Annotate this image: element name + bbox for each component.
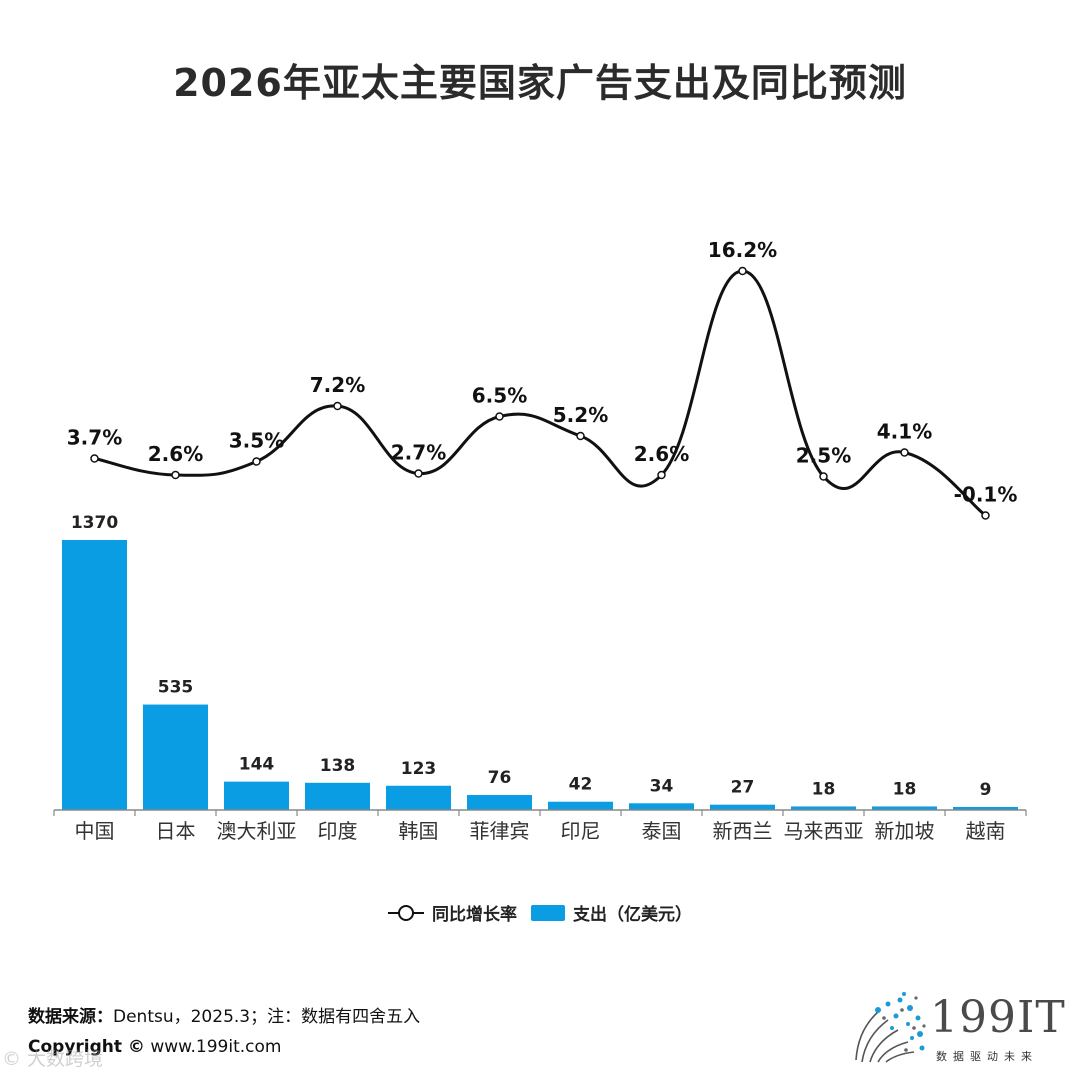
legend: 同比增长率 支出（亿美元） xyxy=(0,900,1080,925)
growth-value-label: 6.5% xyxy=(472,384,527,408)
bar xyxy=(710,804,775,810)
growth-point xyxy=(171,470,180,480)
growth-point xyxy=(252,457,261,466)
legend-item-spend: 支出（亿美元） xyxy=(531,900,692,925)
logo-tagline: 数据驱动未来 xyxy=(936,1050,1038,1063)
growth-point xyxy=(738,266,747,276)
bar-value-label: 34 xyxy=(650,776,674,796)
growth-rate-line xyxy=(94,269,987,517)
source-value: Dentsu，2025.3；注：数据有四舍五入 xyxy=(113,1007,421,1027)
x-tick-label: 马来西亚 xyxy=(784,819,864,843)
x-tick-label: 韩国 xyxy=(399,819,439,843)
growth-point xyxy=(819,472,828,481)
bar-value-label: 144 xyxy=(239,755,275,775)
chart-title: 2026年亚太主要国家广告支出及同比预测 xyxy=(173,61,907,105)
growth-value-label: 16.2% xyxy=(708,238,777,262)
bar-value-label: 1370 xyxy=(71,513,118,533)
x-tick-label: 新西兰 xyxy=(713,819,773,843)
bar-value-label: 9 xyxy=(980,780,992,800)
x-tick-label: 泰国 xyxy=(642,819,682,843)
x-tick-label: 新加坡 xyxy=(875,819,935,843)
bar-swatch-icon xyxy=(531,904,565,921)
legend-label-growth: 同比增长率 xyxy=(432,905,517,925)
bar xyxy=(953,807,1018,810)
bar-value-label: 76 xyxy=(488,768,512,788)
growth-point xyxy=(414,469,423,478)
x-tick-label: 越南 xyxy=(966,819,1006,843)
x-tick-label: 日本 xyxy=(156,819,196,843)
chart: 1370 535 144 138 123 76 42 34 27 18 18 9 中国 日本 澳大利亚 印度… xyxy=(53,238,1027,843)
line-marker-icon xyxy=(388,904,424,921)
bar xyxy=(548,801,613,810)
bar-value-label: 138 xyxy=(320,756,356,776)
watermark: © 大数跨境 xyxy=(2,1048,104,1070)
growth-point xyxy=(495,412,504,421)
x-tick-label: 澳大利亚 xyxy=(217,819,297,843)
bar-value-label: 18 xyxy=(893,779,917,799)
growth-value-label: 2.6% xyxy=(148,442,203,466)
bar xyxy=(791,806,856,810)
growth-value-label: -0.1% xyxy=(954,483,1018,507)
bar xyxy=(629,803,694,810)
bar-value-label: 42 xyxy=(569,775,593,795)
growth-point xyxy=(90,454,99,463)
bar xyxy=(224,781,289,810)
x-tick-label: 印度 xyxy=(318,819,358,843)
growth-value-label: 3.7% xyxy=(67,426,122,450)
x-tick-label: 中国 xyxy=(75,819,115,843)
x-tick-label: 菲律宾 xyxy=(470,819,530,843)
bar xyxy=(386,785,451,810)
logo-text: 199IT xyxy=(930,992,1066,1043)
growth-value-label: 2.7% xyxy=(391,441,446,465)
bar-value-label: 535 xyxy=(158,678,194,698)
data-source: 数据来源：Dentsu，2025.3；注：数据有四舍五入 xyxy=(28,1002,420,1027)
growth-point xyxy=(576,431,585,441)
logo-dots-icon xyxy=(855,992,926,1063)
legend-item-growth: 同比增长率 xyxy=(388,900,517,925)
growth-value-label: 2.6% xyxy=(634,442,689,466)
growth-value-label: 4.1% xyxy=(877,420,932,444)
bar xyxy=(305,782,370,810)
growth-value-label: 7.2% xyxy=(310,373,365,397)
bar xyxy=(872,806,937,810)
source-key: 数据来源： xyxy=(28,1007,113,1027)
bar-value-label: 123 xyxy=(401,759,437,779)
bar-value-label: 18 xyxy=(812,779,836,799)
x-tick-label: 印尼 xyxy=(561,819,601,843)
growth-point xyxy=(657,470,666,480)
legend-label-spend: 支出（亿美元） xyxy=(573,905,692,925)
growth-point xyxy=(900,448,909,457)
growth-point xyxy=(981,511,990,520)
copyright: Copyright © www.199it.com xyxy=(28,1037,281,1057)
logo: 199IT 数据驱动未来 xyxy=(848,990,1065,1066)
bar xyxy=(143,704,208,810)
bar xyxy=(62,540,127,810)
growth-value-label: 2.5% xyxy=(796,444,851,468)
bar xyxy=(467,795,532,810)
growth-point xyxy=(333,401,342,411)
growth-value-label: 3.5% xyxy=(229,429,284,453)
growth-value-label: 5.2% xyxy=(553,403,608,427)
copyright-value: www.199it.com xyxy=(144,1037,282,1057)
bar-value-label: 27 xyxy=(731,778,755,798)
copyright-key: Copyright © xyxy=(28,1037,145,1057)
